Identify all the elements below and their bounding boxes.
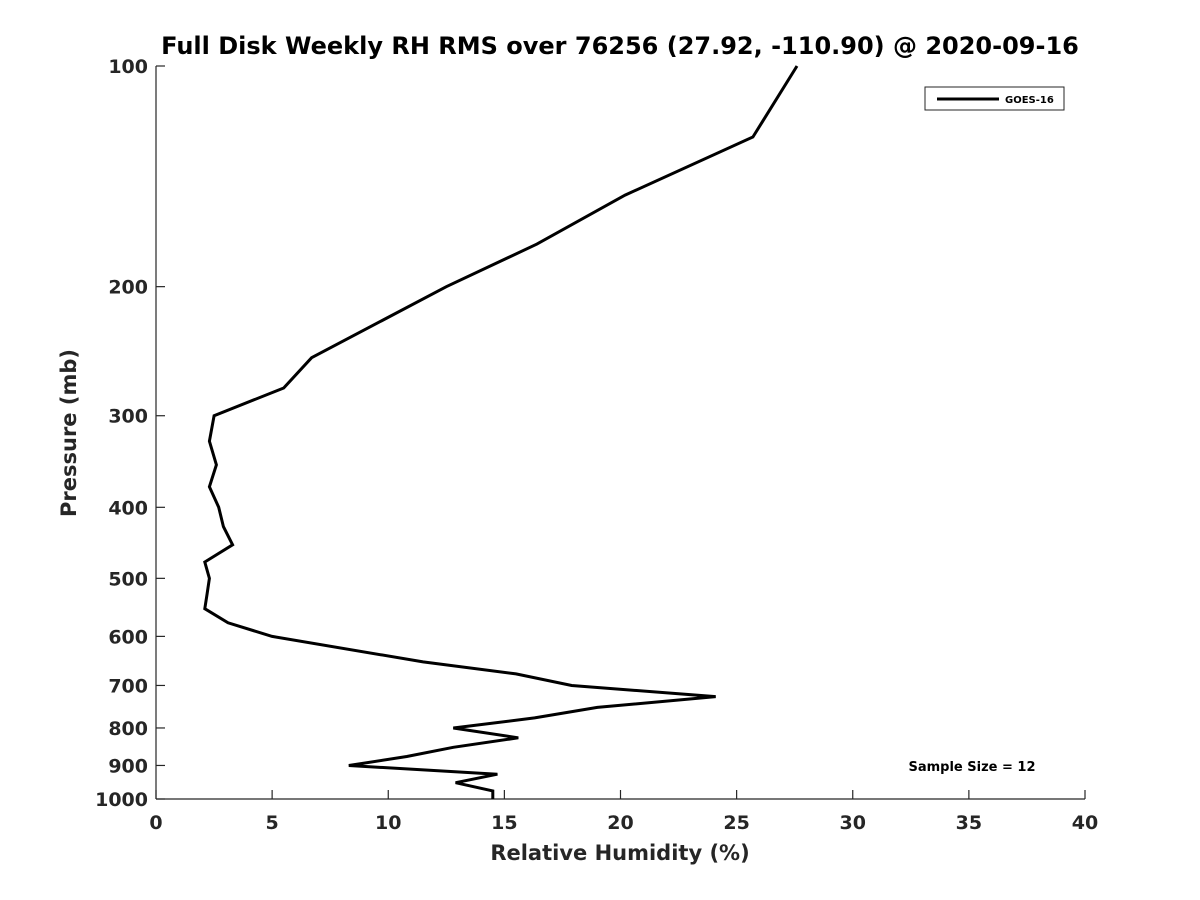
chart-title: Full Disk Weekly RH RMS over 76256 (27.9… — [161, 32, 1079, 60]
x-tick-label: 15 — [491, 812, 517, 834]
x-tick-label: 40 — [1072, 812, 1098, 834]
y-tick-label: 300 — [108, 406, 148, 428]
x-tick-label: 30 — [840, 812, 866, 834]
x-axis-label: Relative Humidity (%) — [490, 841, 749, 865]
plot-area: 0 5 10 15 20 25 30 35 40 100 200 300 400 500 600 700 80… — [95, 56, 1098, 834]
legend: GOES-16 — [924, 86, 1065, 111]
y-tick-label: 100 — [108, 56, 148, 78]
y-tick-label: 800 — [108, 718, 148, 740]
x-tick-label: 25 — [723, 812, 749, 834]
y-tick-label: 1000 — [95, 789, 148, 811]
x-axis-ticks: 0 5 10 15 20 25 30 35 40 — [149, 790, 1098, 834]
y-tick-label: 700 — [108, 675, 148, 697]
x-tick-label: 20 — [607, 812, 633, 834]
y-tick-label: 900 — [108, 755, 148, 777]
x-tick-label: 35 — [956, 812, 982, 834]
x-tick-label: 5 — [266, 812, 279, 834]
x-tick-label: 10 — [375, 812, 401, 834]
y-tick-label: 200 — [108, 277, 148, 299]
sample-size-annotation: Sample Size = 12 — [908, 760, 1035, 775]
y-tick-label: 400 — [108, 497, 148, 519]
goes-16-series-line — [203, 65, 799, 799]
legend-entry-goes-16: GOES-16 — [1005, 95, 1054, 106]
y-axis-ticks: 100 200 300 400 500 600 700 800 900 1000 — [95, 56, 165, 811]
y-axis-label: Pressure (mb) — [57, 349, 81, 517]
y-tick-label: 500 — [108, 568, 148, 590]
x-tick-label: 0 — [149, 812, 162, 834]
y-tick-label: 600 — [108, 626, 148, 648]
